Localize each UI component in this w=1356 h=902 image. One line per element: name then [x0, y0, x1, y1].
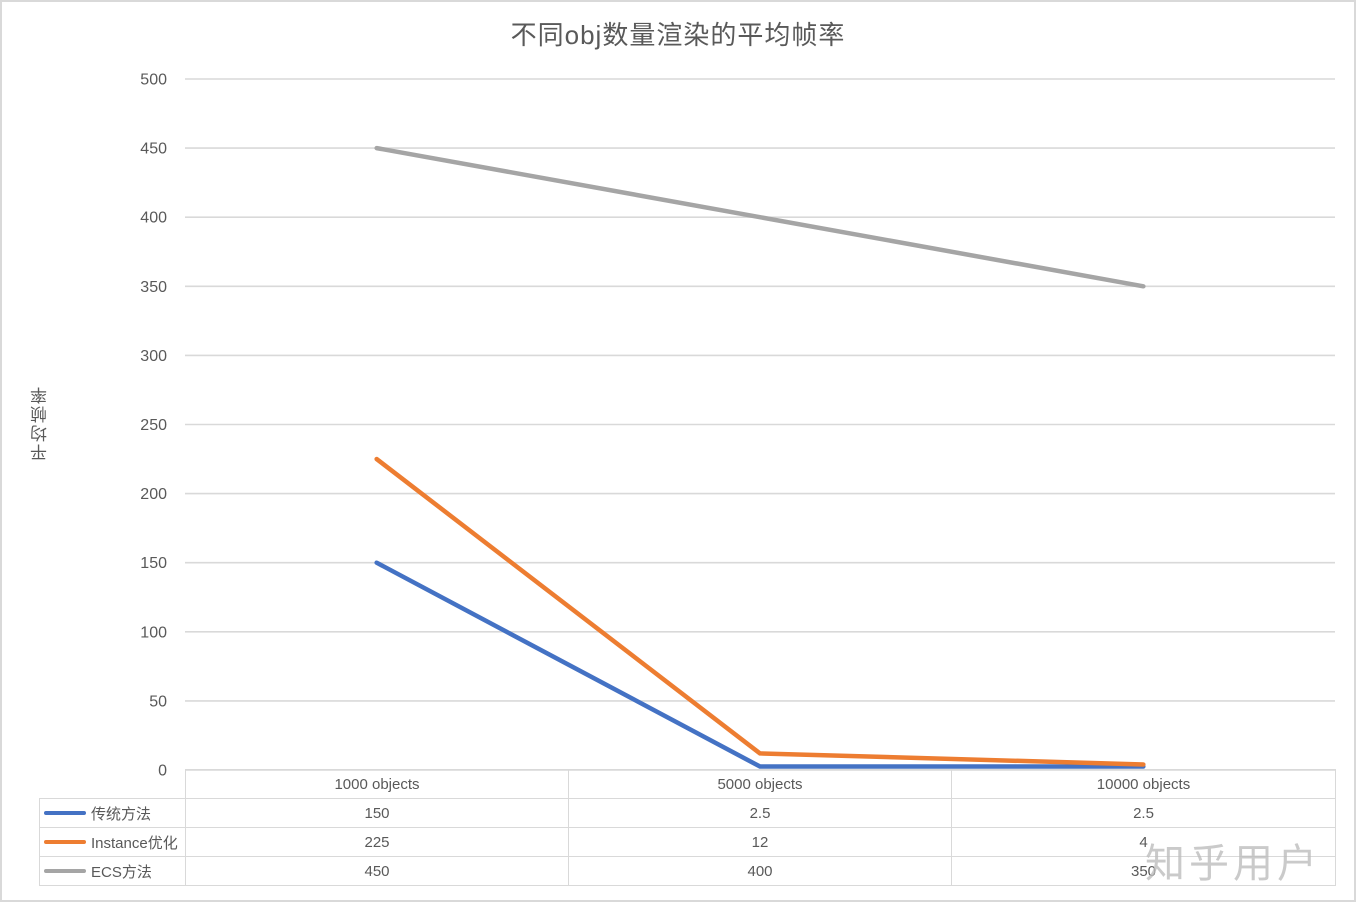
legend-key-line — [44, 840, 86, 844]
chart-title: 不同obj数量渲染的平均帧率 — [510, 20, 846, 50]
legend-key-line — [44, 869, 86, 873]
table-corner-cell — [40, 770, 186, 799]
y-tick-label: 350 — [140, 279, 167, 296]
legend-label: Instance优化 — [91, 834, 178, 852]
value-cell: 150 — [185, 798, 569, 828]
table-header-row: 1000 objects 5000 objects 10000 objects — [40, 769, 1336, 799]
table-row: 传统方法 150 2.5 2.5 — [39, 798, 1336, 828]
series-line-Instance优化 — [374, 456, 1146, 767]
series-line-传统方法 — [374, 560, 1146, 769]
column-header: 10000 objects — [951, 769, 1336, 799]
legend-cell: Instance优化 — [39, 827, 186, 857]
value-cell: 450 — [185, 856, 569, 886]
value-cell: 4 — [951, 827, 1336, 857]
legend-cell: 传统方法 — [39, 798, 186, 828]
value-cell: 2.5 — [568, 798, 952, 828]
legend-cell: ECS方法 — [39, 856, 186, 886]
y-tick-label: 100 — [140, 624, 167, 641]
legend-label: ECS方法 — [91, 863, 152, 881]
series-line-ECS方法 — [374, 145, 1146, 289]
y-tick-label: 450 — [140, 141, 167, 158]
y-tick-label: 0 — [158, 763, 167, 780]
legend-label: 传统方法 — [91, 805, 152, 823]
table-row: Instance优化 225 12 4 — [39, 827, 1336, 857]
column-header: 1000 objects — [185, 769, 569, 799]
table-row: ECS方法 450 400 350 — [39, 856, 1336, 886]
value-cell: 12 — [568, 827, 952, 857]
y-tick-label: 200 — [140, 486, 167, 503]
y-tick-label: 150 — [140, 555, 167, 572]
y-tick-label: 500 — [140, 72, 167, 89]
value-cell: 225 — [185, 827, 569, 857]
y-tick-label: 50 — [149, 693, 167, 710]
y-tick-label: 250 — [140, 417, 167, 434]
y-tick-label: 400 — [140, 210, 167, 227]
y-tick-label: 300 — [140, 348, 167, 365]
value-cell: 2.5 — [951, 798, 1336, 828]
value-cell: 350 — [951, 856, 1336, 886]
data-table: 1000 objects 5000 objects 10000 objects 传统方… — [39, 769, 1336, 886]
column-header: 5000 objects — [568, 769, 952, 799]
value-cell: 400 — [568, 856, 952, 886]
legend-key-line — [44, 811, 86, 815]
